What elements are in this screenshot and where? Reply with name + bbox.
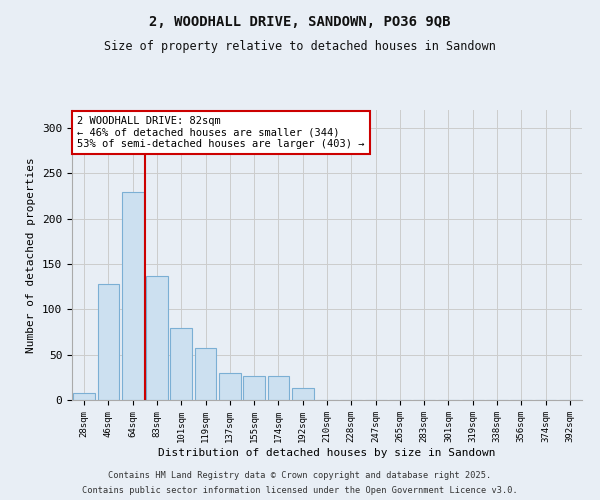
Bar <box>97 284 119 400</box>
Text: Contains public sector information licensed under the Open Government Licence v3: Contains public sector information licen… <box>82 486 518 495</box>
Text: Size of property relative to detached houses in Sandown: Size of property relative to detached ho… <box>104 40 496 53</box>
Bar <box>268 376 289 400</box>
Bar <box>194 348 217 400</box>
Text: 2 WOODHALL DRIVE: 82sqm
← 46% of detached houses are smaller (344)
53% of semi-d: 2 WOODHALL DRIVE: 82sqm ← 46% of detache… <box>77 116 365 149</box>
X-axis label: Distribution of detached houses by size in Sandown: Distribution of detached houses by size … <box>158 448 496 458</box>
Bar <box>146 276 168 400</box>
Y-axis label: Number of detached properties: Number of detached properties <box>26 157 37 353</box>
Text: 2, WOODHALL DRIVE, SANDOWN, PO36 9QB: 2, WOODHALL DRIVE, SANDOWN, PO36 9QB <box>149 15 451 29</box>
Bar <box>292 388 314 400</box>
Text: Contains HM Land Registry data © Crown copyright and database right 2025.: Contains HM Land Registry data © Crown c… <box>109 471 491 480</box>
Bar <box>122 192 143 400</box>
Bar <box>73 393 95 400</box>
Bar <box>219 373 241 400</box>
Bar <box>243 376 265 400</box>
Bar <box>170 328 192 400</box>
